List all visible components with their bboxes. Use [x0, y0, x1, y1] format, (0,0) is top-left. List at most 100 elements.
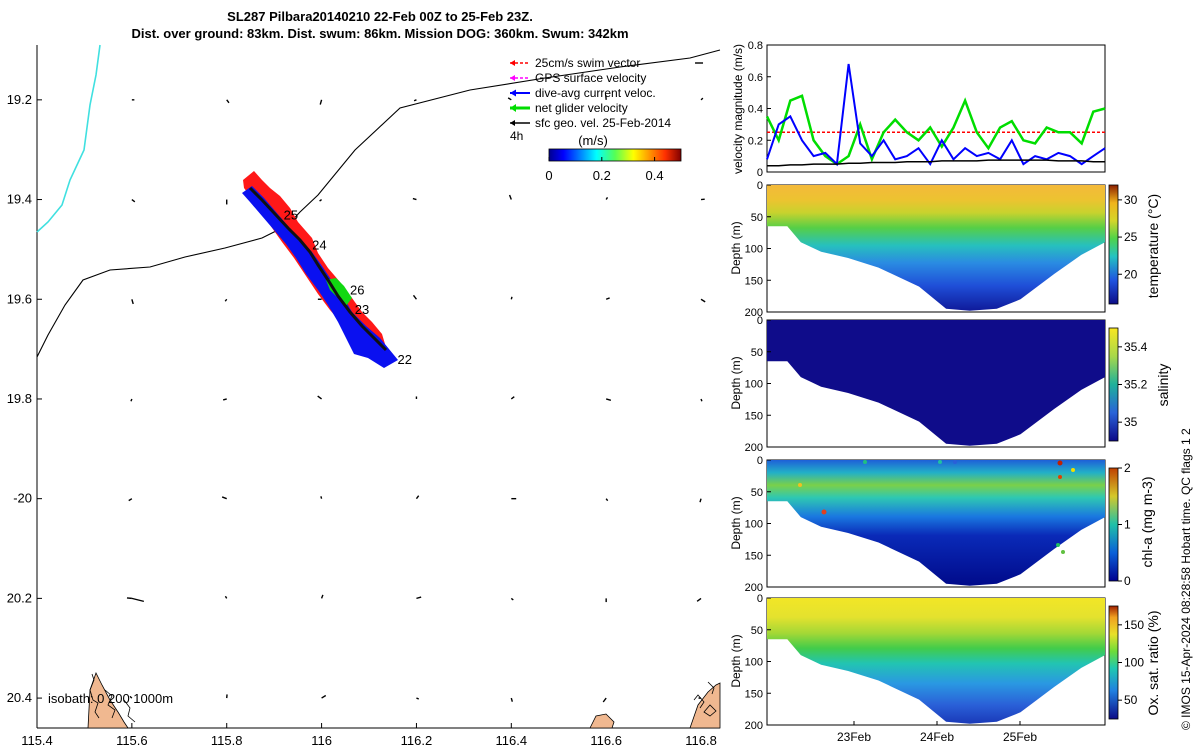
chlorophyll-y-label: Depth (m) [729, 496, 743, 549]
temp-y-tick-label: 100 [745, 244, 763, 256]
chl-colorbar-tick-label: 2 [1124, 461, 1131, 475]
velocity-y-tick-label: 0.2 [748, 135, 763, 147]
sal-y-tick-label: 150 [745, 410, 763, 422]
geo-velocity-arrow [319, 99, 323, 105]
geo-velocity-arrow [221, 496, 227, 500]
chlorophyll-hotspots [798, 460, 1075, 554]
sal-colorbar-tick-label: 35 [1124, 415, 1138, 429]
sal-y-tick-label: 50 [751, 347, 763, 359]
chlorophyll-field [767, 460, 1105, 586]
temp-colorbar-tick-label: 30 [1124, 193, 1138, 207]
ox-colorbar-tick-label: 100 [1124, 656, 1144, 670]
chl-colorbar-tick-label: 1 [1124, 518, 1131, 532]
chl-colorbar-tick-label: 0 [1124, 574, 1131, 588]
legend-entry-swim-vector: 25cm/s swim vector [510, 56, 640, 70]
salinity-y-label: Depth (m) [729, 356, 743, 409]
ox-colorbar-tick-label: 50 [1124, 693, 1138, 707]
glider-track-vectors [242, 171, 398, 368]
geo-velocity-arrow [696, 597, 702, 602]
map-legend: 25cm/s swim vector GPS surface velocity … [510, 56, 671, 143]
map-x-tick-label: 116.8 [685, 733, 717, 748]
salinity-section-panel: 0 50 100 150 200 Depth (m) 35 35.2 35.4 salini… [729, 315, 1171, 454]
temp-y-tick-label: 50 [751, 212, 763, 224]
legend-interval-label: 4h [510, 129, 523, 143]
map-y-tick-label: 20.4 [7, 690, 32, 705]
track-day-label: 26 [350, 282, 364, 297]
geo-velocity-arrow [130, 398, 133, 402]
chlorophyll-colorbar-label: chl-a (mg m-3) [1139, 476, 1155, 567]
track-day-label: 23 [355, 302, 369, 317]
ox-y-tick-label: 150 [745, 688, 763, 700]
oxygen-y-axis: 0 50 100 150 200 [745, 593, 771, 732]
legend-label-dive-avg-current: dive-avg current veloc. [535, 86, 656, 100]
ox-y-tick-label: 0 [757, 593, 763, 605]
temp-y-tick-label: 200 [745, 307, 763, 319]
land-mass-bottom [87, 671, 721, 729]
salinity-colorbar-ticks: 35 35.2 35.4 [1118, 340, 1148, 429]
map-panel: 115.4 115.6 115.8 116 116.2 116.4 116.6 116.8 1… [7, 44, 721, 748]
temperature-colorbar [1108, 184, 1119, 305]
isobath-wiggles [89, 673, 715, 723]
geo-velocity-arrow [320, 496, 323, 499]
chlorophyll-colorbar [1108, 467, 1119, 582]
sal-colorbar-tick-label: 35.2 [1124, 378, 1148, 392]
map-y-axis: 19.2 19.4 19.6 19.8 -20 20.2 20.4 [7, 92, 42, 705]
velocity-series-line [766, 63, 1106, 167]
speed-colorbar-label: (m/s) [578, 133, 608, 148]
salinity-colorbar [1108, 327, 1119, 442]
map-x-axis: 115.4 115.6 115.8 116 116.2 116.4 116.6 116.8 [21, 723, 717, 748]
oxygen-section-panel: 0 50 100 150 200 Depth (m) 50 100 150 Ox. sat.… [729, 593, 1161, 744]
temp-y-tick-label: 150 [745, 275, 763, 287]
map-y-tick-label: 20.2 [7, 590, 32, 605]
geo-velocity-arrow [605, 297, 610, 300]
geo-velocity-arrow [412, 197, 417, 201]
temperature-colorbar-ticks: 20 25 30 [1118, 193, 1138, 281]
speed-colorbar-tick-label: 0.4 [646, 168, 664, 183]
speed-colorbar: (m/s) 0 0.2 0.4 [545, 133, 682, 183]
ox-colorbar-tick-label: 150 [1124, 618, 1144, 632]
chl-y-tick-label: 200 [745, 582, 763, 594]
time-x-tick-label: 24Feb [920, 730, 954, 744]
map-y-tick-label: 19.6 [7, 291, 32, 306]
salinity-field [767, 320, 1105, 446]
velocity-y-axis: 0 0.2 0.4 0.6 0.8 [748, 40, 771, 179]
map-x-tick-label: 116.6 [590, 733, 622, 748]
velocity-series-line [767, 159, 1105, 167]
geo-velocity-arrow [224, 298, 228, 302]
geo-velocity-arrow [317, 395, 323, 400]
geo-velocity-arrow [605, 197, 609, 200]
geo-velocity-arrow [700, 97, 704, 101]
map-x-tick-label: 115.8 [211, 733, 243, 748]
velocity-y-label: velocity magnitude (m/s) [731, 44, 745, 174]
ox-y-tick-label: 100 [745, 657, 763, 669]
speed-colorbar-ticks: 0 0.2 0.4 [545, 157, 664, 183]
geo-velocity-arrow [700, 298, 706, 303]
ox-y-tick-label: 50 [751, 625, 763, 637]
map-x-tick-label: 116.4 [496, 733, 528, 748]
copyright-note: © IMOS 15-Apr-2024 08:28:58 Hobart time.… [1179, 428, 1193, 730]
ox-y-tick-label: 200 [745, 720, 763, 732]
chart-title-line-2: Dist. over ground: 83km. Dist. swum: 86k… [131, 26, 629, 41]
legend-label-net-glider-velocity: net glider velocity [535, 101, 628, 115]
oxygen-colorbar [1108, 605, 1119, 720]
chlorophyll-section-panel: 0 50 100 150 200 Depth (m) 0 1 2 chl-a (mg m-3… [729, 455, 1155, 594]
map-x-tick-label: 116.2 [401, 733, 433, 748]
sal-y-tick-label: 200 [745, 442, 763, 454]
speed-colorbar-bar [548, 148, 682, 162]
track-day-label: 22 [397, 352, 411, 367]
geo-velocity-arrow [226, 99, 230, 104]
track-day-labels: 22 23 24 25 26 [284, 207, 412, 367]
geo-velocity-arrow [507, 97, 512, 101]
geo-velocity-arrow [319, 198, 323, 202]
geostrophic-velocity-arrows [126, 62, 706, 703]
speed-colorbar-tick-label: 0 [545, 168, 552, 183]
legend-label-swim-vector: 25cm/s swim vector [535, 56, 640, 70]
geo-velocity-arrow [320, 594, 324, 599]
legend-entry-dive-avg-current: dive-avg current veloc. [510, 86, 656, 100]
geo-velocity-arrow [699, 498, 702, 503]
temp-colorbar-tick-label: 25 [1124, 230, 1138, 244]
geo-velocity-arrow [131, 299, 134, 305]
oxygen-field [767, 598, 1105, 724]
map-x-tick-label: 115.6 [116, 733, 148, 748]
